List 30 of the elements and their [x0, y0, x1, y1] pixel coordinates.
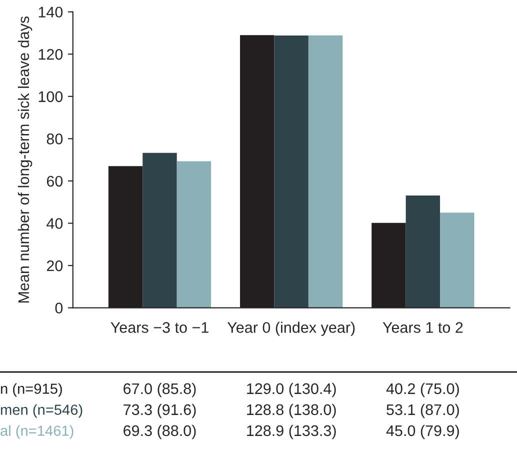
x-tick-label: Year 0 (index year) [227, 322, 355, 336]
x-tick-label: Years −3 to −1 [110, 322, 208, 333]
data-label: 53.1 (87.0) [386, 404, 459, 418]
text: n (n=915) [0, 383, 62, 397]
y-tick-label: 80 [46, 134, 63, 144]
y-tick-label: 120 [38, 49, 63, 60]
data-label: 129.0 (130.4) [247, 382, 336, 398]
bar [142, 152, 177, 308]
bar [440, 212, 474, 308]
y-tick-label: 0 [55, 302, 63, 314]
data-label: 128.9 (133.3) [247, 424, 336, 440]
y-tick-label: 40 [46, 218, 63, 229]
bar [274, 36, 308, 308]
data-label: 40.2 (75.0) [386, 382, 459, 398]
bar [308, 35, 343, 308]
data-label: 67.0 (85.8) [124, 382, 196, 398]
data-label: 128.8 (138.0) [247, 404, 336, 418]
bar [406, 196, 440, 308]
y-tick-label: 60 [46, 176, 63, 187]
data-label: 45.0 (79.9) [386, 424, 459, 440]
text: men (n=546) [0, 404, 82, 418]
y-tick-label: 20 [46, 260, 63, 272]
bar [176, 161, 212, 308]
text: al (n=1461) [0, 425, 74, 439]
x-tick-label: Years 1 to 2 [382, 322, 463, 333]
y-tick-label: 100 [38, 91, 63, 102]
data-label: 73.3 (91.6) [124, 404, 196, 418]
y-tick-label: 140 [38, 6, 63, 18]
y-axis-title: Mean number of long-term sick leave days [18, 16, 32, 302]
data-label: 69.3 (88.0) [124, 424, 196, 440]
